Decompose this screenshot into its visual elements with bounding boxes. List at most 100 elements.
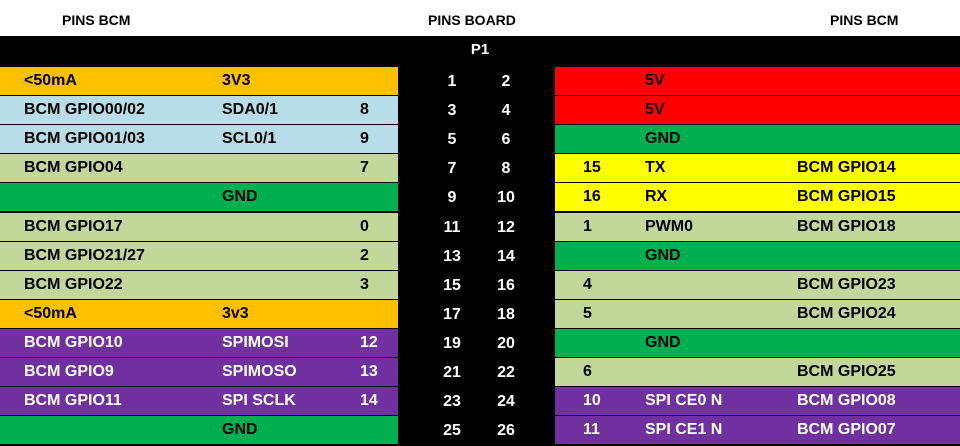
center-header: PINS BOARD [428, 12, 516, 28]
right-bcm-name [773, 96, 960, 125]
right-function [621, 299, 773, 328]
left-bcm-name: BCM GPIO21/27 [0, 241, 198, 270]
left-bcm-name: <50mA [0, 67, 198, 95]
board-pin-odd: 13 [443, 247, 461, 265]
left-bcm-name: BCM GPIO01/03 [0, 125, 198, 154]
right-bcm-name [773, 241, 960, 270]
pin-row: GND 9 10 16 RX BCM GPIO15 [0, 183, 960, 212]
right-function: GND [621, 125, 773, 154]
board-pin-even: 26 [497, 422, 515, 440]
right-bcm-name: BCM GPIO14 [773, 154, 960, 183]
left-wiring-pin [332, 67, 398, 95]
right-wiring-pin [555, 241, 621, 270]
board-pin-even: 6 [501, 131, 511, 149]
board-pin-even: 12 [497, 218, 515, 236]
board-pin-odd: 5 [447, 131, 457, 149]
left-bcm-name: BCM GPIO11 [0, 387, 198, 416]
left-wiring-pin: 3 [332, 270, 398, 299]
pin-row: <50mA 3V3 1 2 5V [0, 67, 960, 96]
right-bcm-name [773, 67, 960, 95]
board-pin-even: 18 [497, 305, 515, 323]
pin-row: BCM GPIO21/27 2 13 14 GND [0, 241, 960, 271]
left-wiring-pin: 14 [332, 387, 398, 416]
pin-row: BCM GPIO9 SPIMOSO 13 21 22 6 BCM GPIO25 [0, 358, 960, 387]
right-wiring-pin: 10 [555, 387, 621, 416]
left-wiring-pin: 13 [332, 358, 398, 386]
board-pin-odd: 15 [443, 276, 461, 294]
left-bcm-name: BCM GPIO04 [0, 154, 198, 183]
left-function [198, 241, 332, 270]
right-function [621, 270, 773, 299]
right-bcm-name: BCM GPIO18 [773, 212, 960, 241]
board-pin-odd: 9 [447, 189, 457, 207]
right-function: PWM0 [621, 212, 773, 241]
left-function: GND [198, 416, 332, 445]
connector-label: P1 [470, 41, 490, 58]
board-pin-even: 24 [497, 393, 515, 411]
board-pin-odd: 11 [443, 218, 461, 236]
left-wiring-pin: 12 [332, 328, 398, 357]
left-function: SPI SCLK [198, 387, 332, 416]
right-wiring-pin [555, 125, 621, 154]
board-pin-odd: 23 [443, 393, 461, 411]
left-bcm-name: BCM GPIO00/02 [0, 96, 198, 125]
pin-row: BCM GPIO00/02 SDA0/1 8 3 4 5V [0, 96, 960, 125]
left-function: SPIMOSO [198, 358, 332, 386]
pinout-board: P1 <50mA 3V3 1 2 5V BCM GPIO00/02 SDA0/1 8 3 4 5V B… [0, 36, 960, 446]
left-wiring-pin: 9 [332, 125, 398, 154]
left-bcm-name: BCM GPIO9 [0, 358, 198, 386]
board-pin-odd: 17 [443, 305, 461, 323]
right-bcm-name: BCM GPIO07 [773, 416, 960, 445]
board-pin-even: 22 [497, 364, 515, 381]
right-wiring-pin: 1 [555, 212, 621, 241]
right-wiring-pin: 5 [555, 299, 621, 328]
right-bcm-name [773, 328, 960, 357]
left-wiring-pin [332, 183, 398, 212]
right-function [621, 358, 773, 386]
right-bcm-name: BCM GPIO25 [773, 358, 960, 386]
right-wiring-pin: 15 [555, 154, 621, 183]
left-wiring-pin: 2 [332, 241, 398, 270]
board-pin-odd: 7 [447, 160, 457, 178]
board-pin-even: 20 [497, 334, 515, 352]
left-function [198, 212, 332, 241]
pin-row: <50mA 3v3 17 18 5 BCM GPIO24 [0, 299, 960, 329]
board-pin-odd: 1 [447, 73, 457, 90]
left-function: SPIMOSI [198, 328, 332, 357]
left-function: SCL0/1 [198, 125, 332, 154]
left-bcm-name: <50mA [0, 299, 198, 328]
pin-row: BCM GPIO10 SPIMOSI 12 19 20 GND [0, 328, 960, 358]
left-function: GND [198, 183, 332, 212]
pin-row: BCM GPIO22 3 15 16 4 BCM GPIO23 [0, 270, 960, 300]
board-pin-even: 4 [501, 102, 511, 120]
right-bcm-name: BCM GPIO23 [773, 270, 960, 299]
board-pin-odd: 19 [443, 334, 461, 352]
left-wiring-pin: 7 [332, 154, 398, 183]
right-function: SPI CE0 N [621, 387, 773, 416]
right-header: PINS BCM [830, 12, 899, 28]
right-bcm-name: BCM GPIO15 [773, 183, 960, 212]
right-wiring-pin [555, 328, 621, 357]
right-wiring-pin: 4 [555, 270, 621, 299]
left-bcm-name [0, 183, 198, 212]
left-function [198, 270, 332, 299]
left-wiring-pin [332, 299, 398, 328]
left-wiring-pin [332, 416, 398, 445]
pin-row: BCM GPIO01/03 SCL0/1 9 5 6 GND [0, 125, 960, 154]
right-wiring-pin [555, 96, 621, 125]
left-function: 3V3 [198, 67, 332, 95]
right-wiring-pin: 16 [555, 183, 621, 212]
board-pin-even: 2 [501, 73, 511, 90]
right-function: GND [621, 328, 773, 357]
board-pin-odd: 21 [443, 364, 461, 381]
pin-row: BCM GPIO17 0 11 12 1 PWM0 BCM GPIO18 [0, 212, 960, 242]
right-wiring-pin: 6 [555, 358, 621, 386]
right-function: 5V [621, 96, 773, 125]
left-header: PINS BCM [62, 12, 131, 28]
board-pin-odd: 25 [443, 422, 461, 440]
pin-row: GND 25 26 11 SPI CE1 N BCM GPIO07 [0, 416, 960, 445]
right-wiring-pin: 11 [555, 416, 621, 445]
right-function: SPI CE1 N [621, 416, 773, 445]
left-bcm-name [0, 416, 198, 445]
left-function [198, 154, 332, 183]
